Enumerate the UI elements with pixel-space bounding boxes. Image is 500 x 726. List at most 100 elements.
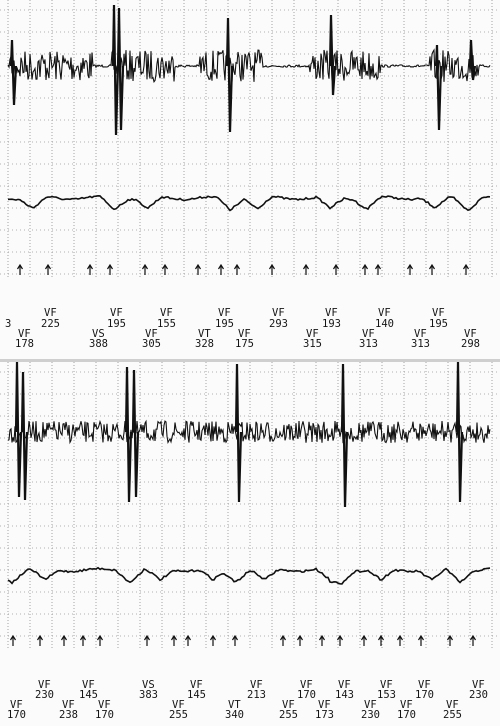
upper-ventricular-trace-spike [225,17,234,133]
event-arrow [86,263,94,275]
event-arrow [9,634,17,646]
marker-code: VT [228,699,241,711]
marker-value: 255 [443,709,462,721]
marker-code: VF [38,679,51,691]
marker-code: VF [272,307,285,319]
marker-code: VF [10,699,23,711]
upper-ventricular-trace [7,48,491,84]
event-arrow [302,263,310,275]
event-arrow [231,634,239,646]
upper-atrial-trace [8,194,491,212]
marker-code: VF [378,307,391,319]
marker-value: 230 [469,689,488,701]
event-arrow [332,263,340,275]
marker-value: 3 [5,318,12,330]
grid [0,362,500,648]
event-arrow [428,263,436,275]
marker-code: VF [306,328,319,340]
event-arrow [233,263,241,275]
marker-value: 255 [279,709,298,721]
upper-strip-grid-and-traces [0,0,500,278]
marker-code: VF [464,328,477,340]
marker-value: 140 [375,318,394,330]
event-arrow [296,634,304,646]
event-arrow [360,634,368,646]
marker-code: VF [446,699,459,711]
marker-code: VF [218,307,231,319]
marker-value: 153 [377,689,396,701]
event-arrow [374,263,382,275]
marker-value: 230 [361,709,380,721]
event-arrow [377,634,385,646]
event-arrow [336,634,344,646]
lower-ventricular-trace-spike [234,363,243,503]
marker-value: 230 [35,689,54,701]
marker-code: VF [472,679,485,691]
marker-value: 195 [429,318,448,330]
upper-ventricular-trace-spike [328,14,337,96]
marker-code: VF [338,679,351,691]
marker-value: 145 [79,689,98,701]
event-arrow [406,263,414,275]
marker-code: VF [145,328,158,340]
strip-divider [0,359,500,362]
lower-ventricular-trace-spike [340,363,349,508]
grid [0,0,500,278]
marker-code: VF [380,679,393,691]
lower-ventricular-trace [7,419,491,445]
upper-ventricular-trace-spike [468,39,477,81]
event-arrow [268,263,276,275]
upper-strip: 3 VF 225 VF 195 VF 155 VF 195 VF 293 VF 193 VF 140 VF 19… [0,0,500,359]
lower-ventricular-trace-spike [20,371,29,501]
event-arrow [462,263,470,275]
event-arrow [417,634,425,646]
marker-value: 178 [15,338,34,350]
marker-value: 225 [41,318,60,330]
lower-ventricular-trace-spike [124,366,133,503]
event-arrow [318,634,326,646]
marker-value: 328 [195,338,214,350]
marker-value: 195 [215,318,234,330]
marker-value: 170 [397,709,416,721]
lower-ventricular-trace-spike [14,362,23,498]
marker-value: 313 [359,338,378,350]
event-arrow [279,634,287,646]
upper-ventricular-trace-spike [9,39,18,106]
event-arrow [184,634,192,646]
event-arrow [106,263,114,275]
event-arrow [44,263,52,275]
event-arrow [141,263,149,275]
lower-ventricular-trace-spike [455,362,464,503]
marker-value: 255 [169,709,188,721]
upper-ventricular-trace-spike [111,4,120,136]
marker-code: VF [172,699,185,711]
marker-code: VF [325,307,338,319]
event-arrow [194,263,202,275]
event-arrow [469,634,477,646]
lower-strip-grid-and-traces [0,362,500,648]
marker-code: VF [418,679,431,691]
marker-value: 195 [107,318,126,330]
marker-code: VS [92,328,105,340]
marker-code: VS [142,679,155,691]
marker-code: VF [300,679,313,691]
marker-code: VF [44,307,57,319]
marker-code: VF [160,307,173,319]
marker-code: VF [82,679,95,691]
marker-value: 388 [89,338,108,350]
event-arrow [217,263,225,275]
marker-code: VF [250,679,263,691]
event-arrow [161,263,169,275]
marker-value: 175 [235,338,254,350]
lower-strip: VF 230 VF 145 VS 383 VF 145 VF 213 VF 170 VF 143 VF 153… [0,362,500,726]
marker-code: VF [110,307,123,319]
event-arrow [396,634,404,646]
marker-value: 170 [7,709,26,721]
event-arrow [79,634,87,646]
marker-value: 170 [297,689,316,701]
marker-value: 313 [411,338,430,350]
marker-value: 170 [415,689,434,701]
marker-code: VF [362,328,375,340]
marker-code: VF [282,699,295,711]
marker-code: VT [198,328,211,340]
